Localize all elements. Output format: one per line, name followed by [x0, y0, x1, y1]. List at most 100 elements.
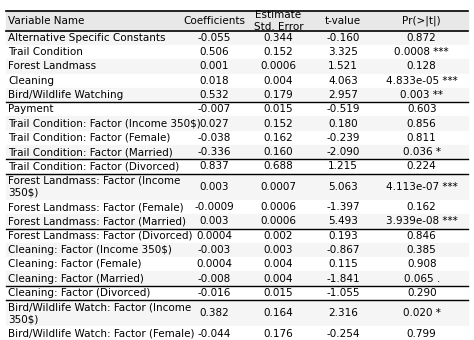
Text: Cleaning: Factor (Married): Cleaning: Factor (Married) [9, 274, 144, 284]
Text: 0.0006: 0.0006 [261, 202, 297, 212]
Bar [6, 257, 468, 271]
Text: 0.003: 0.003 [199, 182, 228, 192]
Text: 0.003: 0.003 [199, 216, 228, 226]
Text: Trail Condition: Factor (Married): Trail Condition: Factor (Married) [9, 147, 173, 157]
Text: 5.493: 5.493 [328, 216, 358, 226]
Text: 2.957: 2.957 [328, 90, 358, 100]
Text: 0.004: 0.004 [264, 274, 293, 284]
Text: 2.316: 2.316 [328, 308, 358, 318]
Text: 0.0008 ***: 0.0008 *** [394, 47, 449, 57]
Text: 3.325: 3.325 [328, 47, 358, 57]
Text: -1.397: -1.397 [327, 202, 360, 212]
Text: Forest Landmass: Forest Landmass [9, 61, 97, 71]
Text: 0.688: 0.688 [264, 162, 293, 171]
Text: 0.179: 0.179 [264, 90, 293, 100]
Text: Cleaning: Factor (Divorced): Cleaning: Factor (Divorced) [9, 288, 151, 298]
Text: 0.001: 0.001 [199, 61, 228, 71]
Text: 0.004: 0.004 [264, 75, 293, 86]
Text: 0.0006: 0.0006 [261, 61, 297, 71]
Bar [6, 73, 468, 88]
Text: Coefficients: Coefficients [183, 16, 245, 26]
Bar [6, 214, 468, 228]
Bar [6, 300, 468, 326]
Text: Bird/Wildlife Watch: Factor (Female): Bird/Wildlife Watch: Factor (Female) [9, 328, 195, 339]
Text: -0.254: -0.254 [327, 328, 360, 339]
Text: 0.015: 0.015 [264, 288, 293, 298]
Text: Trail Condition: Factor (Income 350$): Trail Condition: Factor (Income 350$) [9, 119, 201, 129]
Text: -1.841: -1.841 [327, 274, 360, 284]
Text: -0.007: -0.007 [197, 104, 230, 114]
Text: 0.0004: 0.0004 [196, 231, 232, 241]
Text: Forest Landmass: Factor (Income
350$): Forest Landmass: Factor (Income 350$) [9, 176, 181, 198]
Text: 0.799: 0.799 [407, 328, 437, 339]
Bar [6, 243, 468, 257]
Text: -0.519: -0.519 [327, 104, 360, 114]
Text: 0.020 *: 0.020 * [403, 308, 441, 318]
Text: 0.003 **: 0.003 ** [400, 90, 443, 100]
Bar [6, 173, 468, 200]
Text: 0.872: 0.872 [407, 33, 437, 43]
Text: 0.152: 0.152 [264, 47, 293, 57]
Bar [6, 102, 468, 116]
Bar [6, 200, 468, 214]
Text: Estimate
Std. Error: Estimate Std. Error [254, 10, 303, 32]
Bar [6, 145, 468, 159]
Text: Trail Condition: Trail Condition [9, 47, 83, 57]
Text: 0.344: 0.344 [264, 33, 293, 43]
Text: -0.038: -0.038 [197, 133, 230, 143]
Text: 0.290: 0.290 [407, 288, 437, 298]
Text: 0.003: 0.003 [264, 245, 293, 255]
Text: 0.160: 0.160 [264, 147, 293, 157]
Text: 0.382: 0.382 [199, 308, 229, 318]
Text: 0.004: 0.004 [264, 259, 293, 269]
Text: 0.162: 0.162 [264, 133, 293, 143]
Text: 1.215: 1.215 [328, 162, 358, 171]
Text: Cleaning: Cleaning [9, 75, 55, 86]
Text: 0.176: 0.176 [264, 328, 293, 339]
Text: -0.003: -0.003 [197, 245, 230, 255]
Text: -0.008: -0.008 [197, 274, 230, 284]
Text: -0.867: -0.867 [327, 245, 360, 255]
Text: 0.0007: 0.0007 [261, 182, 297, 192]
Text: -0.160: -0.160 [327, 33, 360, 43]
Text: 0.018: 0.018 [199, 75, 229, 86]
Text: -0.336: -0.336 [197, 147, 231, 157]
Text: -0.044: -0.044 [197, 328, 230, 339]
Text: 1.521: 1.521 [328, 61, 358, 71]
Text: 0.152: 0.152 [264, 119, 293, 129]
Text: Cleaning: Factor (Income 350$): Cleaning: Factor (Income 350$) [9, 245, 173, 255]
Text: Forest Landmass: Factor (Married): Forest Landmass: Factor (Married) [9, 216, 186, 226]
Text: Pr(>|t|): Pr(>|t|) [402, 16, 441, 26]
Text: t-value: t-value [325, 16, 361, 26]
Text: Trail Condition: Factor (Divorced): Trail Condition: Factor (Divorced) [9, 162, 180, 171]
Text: 4.833e-05 ***: 4.833e-05 *** [386, 75, 457, 86]
Text: 0.0004: 0.0004 [196, 259, 232, 269]
Text: 0.846: 0.846 [407, 231, 437, 241]
Bar [6, 88, 468, 102]
Bar [6, 131, 468, 145]
Text: 0.162: 0.162 [407, 202, 437, 212]
Bar [6, 116, 468, 131]
Text: 0.856: 0.856 [407, 119, 437, 129]
Text: 0.224: 0.224 [407, 162, 437, 171]
Text: Bird/Wildlife Watch: Factor (Income
350$): Bird/Wildlife Watch: Factor (Income 350$… [9, 302, 191, 324]
Text: Variable Name: Variable Name [9, 16, 85, 26]
Text: -0.016: -0.016 [197, 288, 230, 298]
Text: 0.193: 0.193 [328, 231, 358, 241]
Text: 0.180: 0.180 [328, 119, 358, 129]
Text: -0.239: -0.239 [327, 133, 360, 143]
Text: -1.055: -1.055 [327, 288, 360, 298]
Text: 4.113e-07 ***: 4.113e-07 *** [386, 182, 457, 192]
Text: Forest Landmass: Factor (Divorced): Forest Landmass: Factor (Divorced) [9, 231, 193, 241]
Text: 0.115: 0.115 [328, 259, 358, 269]
Text: 0.603: 0.603 [407, 104, 437, 114]
Text: 0.811: 0.811 [407, 133, 437, 143]
Text: 0.0006: 0.0006 [261, 216, 297, 226]
Bar [6, 45, 468, 59]
Text: -0.055: -0.055 [197, 33, 230, 43]
Text: Cleaning: Factor (Female): Cleaning: Factor (Female) [9, 259, 142, 269]
Text: -2.090: -2.090 [327, 147, 360, 157]
Text: 0.027: 0.027 [199, 119, 229, 129]
Text: Alternative Specific Constants: Alternative Specific Constants [9, 33, 166, 43]
Bar [6, 31, 468, 45]
